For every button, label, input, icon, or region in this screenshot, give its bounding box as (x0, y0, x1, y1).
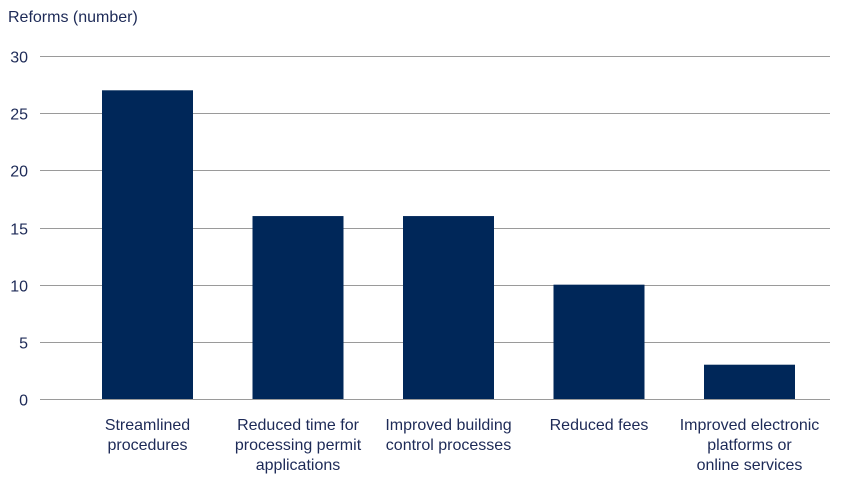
y-tick-label: 25 (10, 107, 28, 124)
y-tick-label: 10 (10, 279, 28, 296)
x-tick-label: Streamlined procedures (105, 417, 190, 454)
x-tick-label: Reduced fees (550, 417, 649, 434)
bar (102, 90, 193, 400)
y-tick-label: 0 (19, 393, 28, 410)
y-tick-label: 5 (19, 336, 28, 353)
x-tick-label: Improved electronic platforms or online se… (680, 417, 820, 474)
x-tick-label: Reduced time for processing permit applica… (235, 417, 362, 474)
y-tick-label: 30 (10, 50, 28, 67)
bar (252, 216, 344, 399)
y-tick-label: 20 (10, 164, 28, 181)
bar (553, 284, 645, 399)
y-tick-label: 15 (10, 222, 28, 239)
bar (403, 216, 494, 399)
y-axis-title: Reforms (number) (8, 9, 138, 26)
bar (704, 364, 795, 399)
x-tick-label: Improved building control processes (385, 417, 511, 454)
